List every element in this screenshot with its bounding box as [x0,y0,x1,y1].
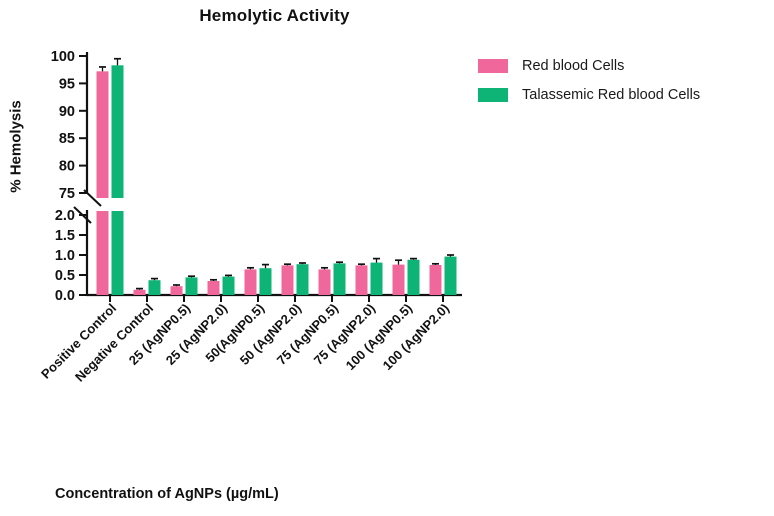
y-tick-label: 90 [59,104,75,120]
legend-label-red-blood-cells: Red blood Cells [522,58,625,74]
y-tick-label: 100 [51,49,75,65]
legend-swatch-red-blood-cells [478,59,508,73]
bar-lower-segment [96,211,109,295]
bar [207,281,220,295]
chart-title: Hemolytic Activity [199,6,350,25]
y-tick-label: 0.0 [55,288,75,304]
bar [133,289,146,295]
legend: Red blood Cells Talassemic Red blood Cel… [478,58,700,116]
bar [185,277,198,295]
y-tick-label: 1.0 [55,248,75,264]
bar-upper-segment [96,71,109,198]
bar [429,265,442,295]
bar [392,264,405,295]
x-axis-title: Concentration of AgNPs (µg/mL) [55,486,279,502]
bar [355,265,368,295]
y-tick-label: 75 [59,186,75,202]
bar [333,263,346,295]
bar [148,280,161,295]
bar [170,286,183,295]
legend-swatch-talassemic-red-blood-cells [478,88,508,102]
y-tick-label: 1.5 [55,228,75,244]
x-category-label: 100 (AgNP2.0) [380,301,452,373]
bar [444,256,457,295]
legend-label-talassemic-red-blood-cells: Talassemic Red blood Cells [522,87,701,103]
legend-item-red-blood-cells: Red blood Cells [478,58,700,74]
bar [407,259,420,295]
y-tick-label: 0.5 [55,268,75,284]
bar [296,264,309,295]
bar-upper-segment [111,65,124,198]
bar [281,265,294,295]
bar [318,269,331,295]
bar [370,262,383,295]
bar [259,268,272,295]
y-tick-label: 85 [59,131,75,147]
bar [244,269,257,295]
y-tick-label: 80 [59,159,75,175]
bar [222,276,235,295]
y-tick-label: 95 [59,76,75,92]
legend-item-talassemic-red-blood-cells: Talassemic Red blood Cells [478,87,700,103]
bar-lower-segment [111,211,124,295]
y-tick-label: 2.0 [55,208,75,224]
